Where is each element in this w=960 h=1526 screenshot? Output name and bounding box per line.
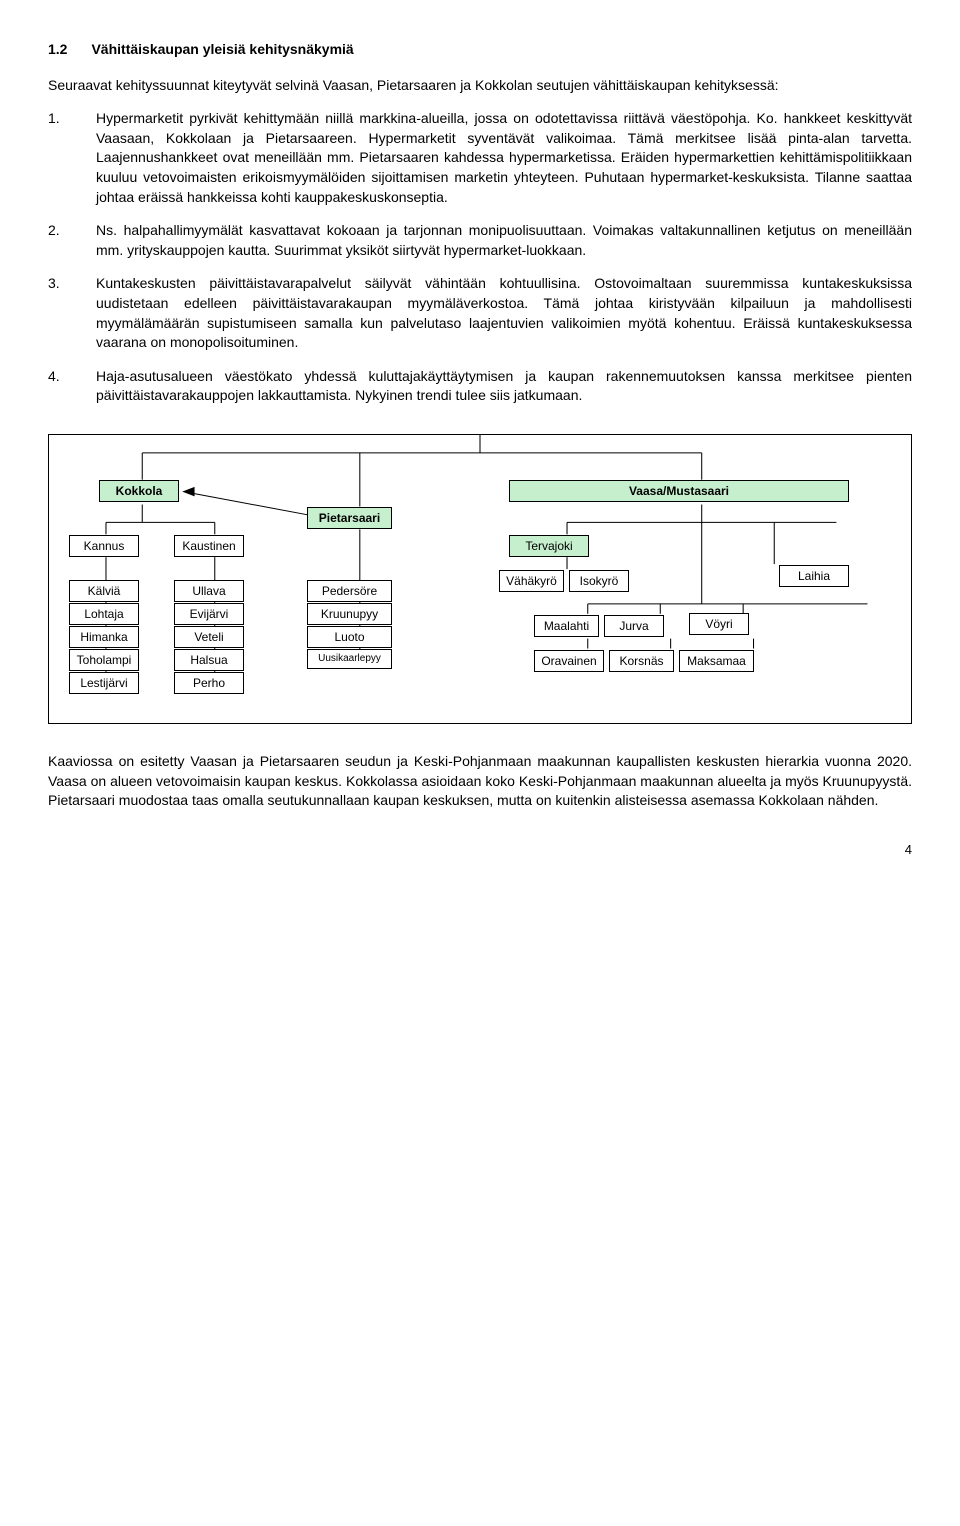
node-maksamaa: Maksamaa (679, 650, 754, 672)
node-uusikaarlepyy: Uusikaarlepyy (307, 649, 392, 669)
node-isokyro: Isokyrö (569, 570, 629, 592)
node-himanka: Himanka (69, 626, 139, 648)
node-kalvia: Kälviä (69, 580, 139, 602)
page-number: 4 (48, 841, 912, 859)
list-item: 3. Kuntakeskusten päivittäistavarapalvel… (48, 274, 912, 352)
node-toholampi: Toholampi (69, 649, 139, 671)
node-luoto: Luoto (307, 626, 392, 648)
node-perho: Perho (174, 672, 244, 694)
node-tervajoki: Tervajoki (509, 535, 589, 557)
item-text: Kuntakeskusten päivittäistavarapalvelut … (96, 274, 912, 352)
node-veteli: Veteli (174, 626, 244, 648)
heading-title: Vähittäiskaupan yleisiä kehitysnäkymiä (91, 40, 353, 60)
caption-paragraph: Kaaviossa on esitetty Vaasan ja Pietarsa… (48, 752, 912, 811)
node-voyri: Vöyri (689, 613, 749, 635)
item-text: Hypermarketit pyrkivät kehittymään niill… (96, 109, 912, 207)
node-kannus: Kannus (69, 535, 139, 557)
item-text: Ns. halpahallimyymälät kasvattavat kokoa… (96, 221, 912, 260)
node-korsnas: Korsnäs (609, 650, 674, 672)
intro-paragraph: Seuraavat kehityssuunnat kiteytyvät selv… (48, 76, 912, 96)
section-heading: 1.2 Vähittäiskaupan yleisiä kehitysnäkym… (48, 40, 912, 60)
node-pietarsaari: Pietarsaari (307, 507, 392, 529)
item-number: 4. (48, 367, 72, 406)
list-item: 2. Ns. halpahallimyymälät kasvattavat ko… (48, 221, 912, 260)
node-kruunupyy: Kruunupyy (307, 603, 392, 625)
node-pedersore: Pedersöre (307, 580, 392, 602)
node-jurva: Jurva (604, 615, 664, 637)
node-evijarvi: Evijärvi (174, 603, 244, 625)
item-number: 2. (48, 221, 72, 260)
node-laihia: Laihia (779, 565, 849, 587)
node-lestijarvi: Lestijärvi (69, 672, 139, 694)
node-oravainen: Oravainen (534, 650, 604, 672)
node-vahakyro: Vähäkyrö (499, 570, 564, 592)
node-lohtaja: Lohtaja (69, 603, 139, 625)
heading-number: 1.2 (48, 40, 67, 60)
node-maalahti: Maalahti (534, 615, 599, 637)
item-number: 1. (48, 109, 72, 207)
list-item: 4. Haja-asutusalueen väestökato yhdessä … (48, 367, 912, 406)
node-kokkola: Kokkola (99, 480, 179, 502)
node-vaasa: Vaasa/Mustasaari (509, 480, 849, 502)
node-kaustinen: Kaustinen (174, 535, 244, 557)
item-text: Haja-asutusalueen väestökato yhdessä kul… (96, 367, 912, 406)
list-item: 1. Hypermarketit pyrkivät kehittymään ni… (48, 109, 912, 207)
node-halsua: Halsua (174, 649, 244, 671)
item-number: 3. (48, 274, 72, 352)
node-ullava: Ullava (174, 580, 244, 602)
hierarchy-diagram: Kokkola Kannus Kaustinen Kälviä Lohtaja … (48, 434, 912, 724)
